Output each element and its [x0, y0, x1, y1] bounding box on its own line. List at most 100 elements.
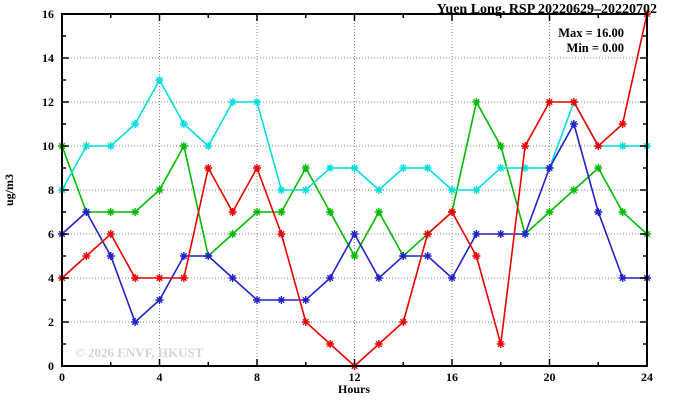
series-cyan-marker — [448, 186, 456, 194]
series-red-marker — [253, 164, 261, 172]
series-cyan-marker — [326, 164, 335, 172]
series-red-marker — [131, 274, 140, 282]
series-blue-marker — [399, 252, 408, 260]
series-red-marker — [204, 164, 213, 172]
series-blue-marker — [618, 274, 627, 282]
series-red-marker — [569, 98, 578, 106]
series-blue-marker — [131, 318, 140, 326]
y-tick-label: 12 — [42, 95, 54, 109]
series-blue-marker — [82, 208, 91, 216]
series-red-marker — [326, 340, 335, 348]
series-red-marker — [496, 340, 505, 348]
series-red-marker — [155, 274, 164, 282]
series-cyan-marker — [521, 164, 530, 172]
series-blue-marker — [179, 252, 188, 260]
y-tick-label: 14 — [42, 51, 54, 65]
series-blue-marker — [545, 164, 554, 172]
series-cyan-marker — [82, 142, 91, 150]
series-red-marker — [472, 252, 481, 260]
series-red-marker — [521, 142, 530, 150]
series-cyan-marker — [350, 164, 359, 172]
series-red-marker — [82, 252, 91, 260]
y-tick-label: 6 — [48, 227, 54, 241]
series-blue-marker — [155, 296, 164, 304]
series-cyan-marker — [472, 186, 481, 194]
series-green-marker — [374, 208, 383, 216]
x-tick-label: 20 — [544, 370, 556, 384]
series-blue-marker — [350, 230, 359, 238]
series-cyan-marker — [179, 120, 188, 128]
series-blue-marker — [448, 274, 456, 282]
series-cyan-marker — [423, 164, 432, 172]
series-cyan-marker — [155, 76, 164, 84]
series-cyan-marker — [618, 142, 627, 150]
series-red-marker — [228, 208, 237, 216]
series-blue-marker — [374, 274, 383, 282]
series-green-marker — [131, 208, 140, 216]
series-green-marker — [618, 208, 627, 216]
x-tick-label: 0 — [59, 370, 65, 384]
series-blue — [58, 120, 651, 326]
series-green-marker — [253, 208, 261, 216]
series-red-marker — [399, 318, 408, 326]
y-axis-label: ug/m3 — [2, 174, 16, 206]
series-red-marker — [448, 208, 456, 216]
series-blue-marker — [594, 208, 603, 216]
series-blue-marker — [228, 274, 237, 282]
series-green-marker — [326, 208, 335, 216]
series-green-marker — [277, 208, 286, 216]
series-red-marker — [301, 318, 310, 326]
series-cyan-marker — [106, 142, 115, 150]
series-red-marker — [594, 142, 603, 150]
series-blue-marker — [521, 230, 530, 238]
x-tick-label: 24 — [641, 370, 653, 384]
series-cyan-marker — [374, 186, 383, 194]
series-cyan-marker — [496, 164, 505, 172]
series-red-marker — [374, 340, 383, 348]
y-tick-label: 2 — [48, 315, 54, 329]
series-green-marker — [228, 230, 237, 238]
x-axis-label: Hours — [338, 382, 370, 396]
series-red-marker — [423, 230, 432, 238]
y-tick-label: 8 — [48, 183, 54, 197]
series-cyan-marker — [204, 142, 213, 150]
series-cyan-marker — [277, 186, 286, 194]
series-green-marker — [155, 186, 164, 194]
chart-title: Yuen Long, RSP 20220629–20220702 — [437, 2, 657, 17]
series-cyan-marker — [228, 98, 237, 106]
x-tick-label: 12 — [349, 370, 361, 384]
y-tick-label: 4 — [48, 271, 54, 285]
series-blue-marker — [423, 252, 432, 260]
y-tick-label: 0 — [48, 359, 54, 373]
axes-and-ticks — [61, 13, 648, 367]
series-green-marker — [179, 142, 188, 150]
y-tick-label: 10 — [42, 139, 54, 153]
series-blue-marker — [301, 296, 310, 304]
gridlines — [62, 14, 647, 366]
series-green-marker — [301, 164, 310, 172]
series-blue-marker — [204, 252, 213, 260]
x-tick-label: 16 — [446, 370, 458, 384]
series-blue-marker — [496, 230, 505, 238]
min-annotation: Min = 0.00 — [567, 41, 624, 55]
series-green-marker — [569, 186, 578, 194]
series-red-marker — [545, 98, 554, 106]
series-red-marker — [277, 230, 286, 238]
series-green-marker — [350, 252, 359, 260]
series-green-marker — [472, 98, 481, 106]
series-cyan-marker — [399, 164, 408, 172]
x-tick-label: 8 — [254, 370, 260, 384]
x-tick-label: 4 — [157, 370, 163, 384]
series-cyan-marker — [301, 186, 310, 194]
series-blue-marker — [472, 230, 481, 238]
max-annotation: Max = 16.00 — [558, 26, 624, 40]
series-green-marker — [545, 208, 554, 216]
y-tick-label: 16 — [42, 7, 54, 21]
series-cyan-marker — [253, 98, 261, 106]
series-blue-marker — [253, 296, 261, 304]
series-blue-marker — [277, 296, 286, 304]
series-green-marker — [594, 164, 603, 172]
